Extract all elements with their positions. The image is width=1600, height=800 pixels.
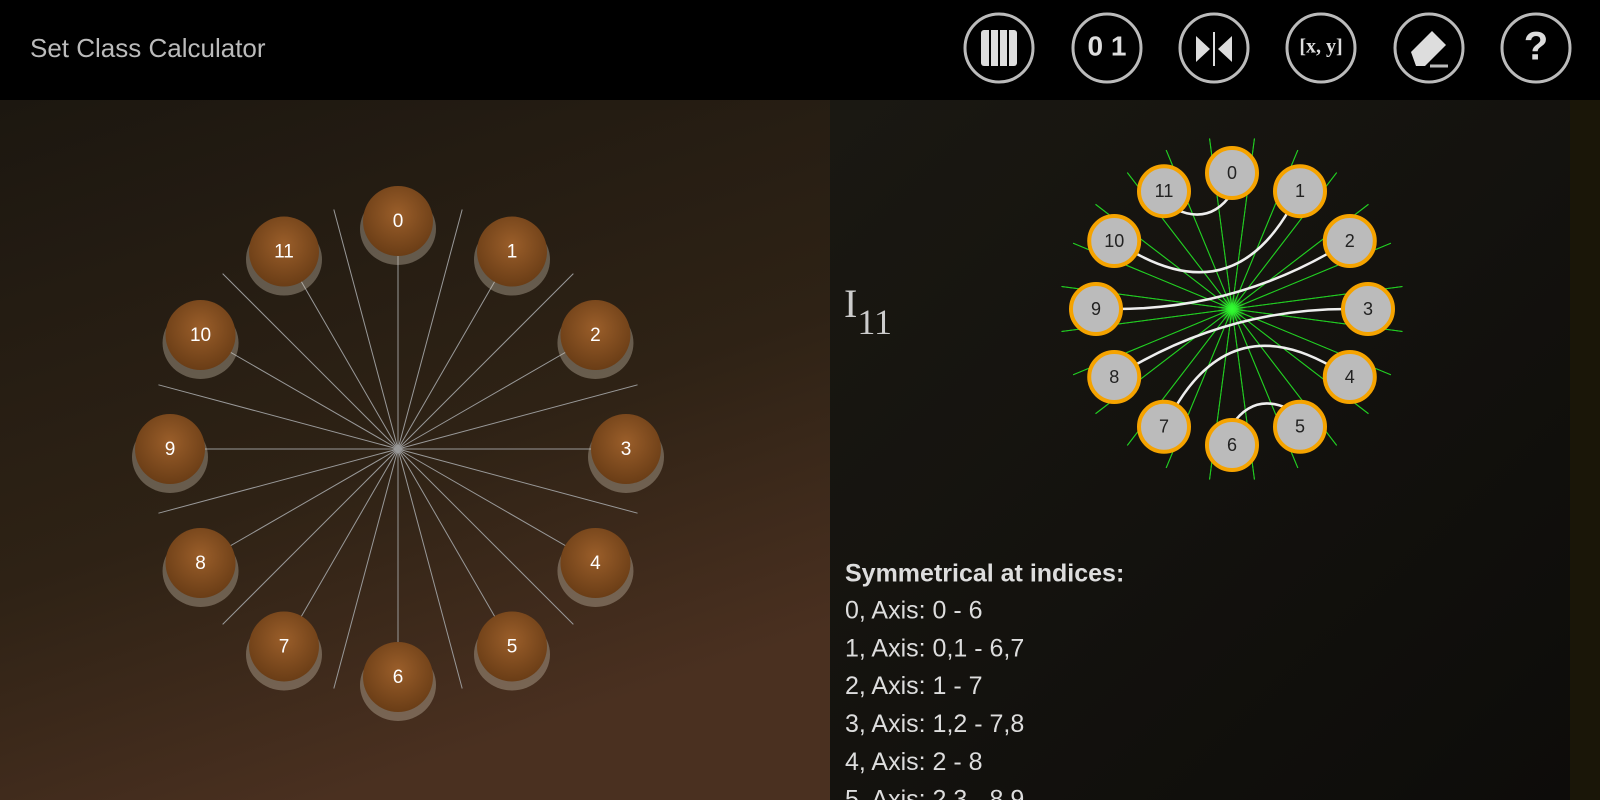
app-title: Set Class Calculator bbox=[30, 33, 266, 63]
symmetry-line: 4, Axis: 2 - 8 bbox=[845, 748, 983, 776]
spoke bbox=[397, 273, 574, 450]
pitch-node[interactable] bbox=[591, 414, 661, 484]
operation-index: 11 bbox=[857, 302, 892, 342]
node-label: 0 bbox=[393, 211, 404, 232]
node-label: 4 bbox=[590, 553, 601, 574]
mirror-button[interactable] bbox=[1178, 12, 1250, 84]
mirror-icon bbox=[1196, 32, 1232, 66]
pitch-node[interactable] bbox=[363, 642, 433, 712]
left-clock: 0 1 2 3 4 5 6 7 8 9 10 11 bbox=[132, 186, 664, 721]
symmetry-line: 0, Axis: 0 - 6 bbox=[845, 597, 983, 625]
connection bbox=[1130, 307, 1349, 369]
operation-name: I bbox=[844, 281, 857, 326]
spoke bbox=[222, 448, 399, 625]
node-label: 8 bbox=[1109, 367, 1119, 387]
connection bbox=[1172, 344, 1334, 411]
piano-button[interactable] bbox=[963, 12, 1035, 84]
pitch-node[interactable] bbox=[477, 611, 547, 682]
pitch-node[interactable] bbox=[1273, 164, 1327, 219]
spoke bbox=[397, 448, 463, 689]
symmetry-line: 1, Axis: 0,1 - 6,7 bbox=[845, 634, 1024, 662]
operation: I11 bbox=[844, 281, 892, 342]
toolbar-buttons bbox=[963, 12, 1572, 84]
connection bbox=[1130, 207, 1292, 274]
node-label: 10 bbox=[190, 325, 211, 346]
symmetry-line: 5, Axis: 2,3 - 8,9 bbox=[845, 786, 1024, 800]
node-label: 8 bbox=[195, 553, 206, 574]
spoke bbox=[222, 273, 399, 450]
node-label: 6 bbox=[393, 667, 404, 688]
eraser-button[interactable] bbox=[1393, 12, 1465, 84]
pitch-node[interactable] bbox=[165, 528, 236, 598]
eraser-icon bbox=[1411, 31, 1448, 68]
node-label: 11 bbox=[274, 242, 294, 263]
pitch-node[interactable] bbox=[1087, 214, 1142, 268]
pitch-node[interactable] bbox=[560, 528, 631, 598]
button-label: ? bbox=[1524, 25, 1548, 69]
right-clock: 0 1 2 3 4 5 6 7 8 9 10 11 bbox=[1061, 138, 1403, 480]
node-label: 0 bbox=[1227, 163, 1237, 183]
node-label: 5 bbox=[507, 636, 518, 657]
pitch-node[interactable] bbox=[477, 216, 547, 287]
pitch-node[interactable] bbox=[1205, 146, 1259, 200]
pitch-node[interactable] bbox=[1273, 399, 1327, 454]
symmetry-list: 0, Axis: 0 - 6 1, Axis: 0,1 - 6,7 2, Axis:… bbox=[845, 597, 1024, 800]
node-label: 1 bbox=[1295, 181, 1305, 201]
coordinates-button[interactable] bbox=[1285, 12, 1357, 84]
pitch-node[interactable] bbox=[1137, 164, 1191, 219]
node-label: 6 bbox=[1227, 435, 1237, 455]
node-label: 9 bbox=[1091, 299, 1101, 319]
piano-icon bbox=[981, 30, 1017, 66]
pitch-node[interactable] bbox=[249, 611, 319, 682]
pitch-node[interactable] bbox=[560, 300, 631, 370]
pitch-node[interactable] bbox=[1087, 350, 1142, 404]
node-label: 4 bbox=[1345, 367, 1355, 387]
symmetry-line: 3, Axis: 1,2 - 7,8 bbox=[845, 710, 1024, 738]
edge bbox=[1570, 100, 1600, 800]
pitch-node[interactable] bbox=[1205, 418, 1259, 472]
pitch-node[interactable] bbox=[165, 300, 236, 370]
node-label: 3 bbox=[1363, 299, 1373, 319]
pitch-node[interactable] bbox=[1341, 282, 1395, 336]
pitch-node[interactable] bbox=[1322, 350, 1377, 404]
spoke bbox=[158, 384, 399, 450]
pitch-node[interactable] bbox=[249, 216, 319, 287]
pitch-node[interactable] bbox=[1069, 282, 1123, 336]
symmetry-heading: Symmetrical at indices: bbox=[845, 560, 1124, 588]
node-label: 2 bbox=[1345, 231, 1355, 251]
node-label: 10 bbox=[1104, 231, 1124, 251]
node-label: 7 bbox=[279, 636, 290, 657]
pitch-node[interactable] bbox=[363, 186, 433, 256]
node-label: 11 bbox=[1155, 181, 1174, 201]
node-label: 2 bbox=[590, 325, 601, 346]
spoke bbox=[158, 448, 399, 514]
node-label: 1 bbox=[507, 242, 518, 263]
spoke bbox=[397, 209, 463, 450]
button-label: [x, y] bbox=[1299, 36, 1342, 58]
spoke bbox=[397, 448, 574, 625]
spoke bbox=[333, 448, 399, 689]
spoke bbox=[333, 209, 399, 450]
pitch-node[interactable] bbox=[1137, 399, 1191, 454]
spoke bbox=[397, 384, 638, 450]
button-label: 0 1 bbox=[1088, 30, 1127, 61]
center-glow bbox=[1218, 295, 1246, 323]
node-label: 5 bbox=[1295, 417, 1305, 437]
numbers-button[interactable] bbox=[1071, 12, 1143, 84]
connection bbox=[1115, 249, 1334, 311]
pitch-node[interactable] bbox=[135, 414, 205, 484]
pitch-node[interactable] bbox=[1322, 214, 1377, 268]
symmetry-line: 2, Axis: 1 - 7 bbox=[845, 672, 983, 700]
node-label: 7 bbox=[1159, 417, 1169, 437]
help-button[interactable] bbox=[1500, 12, 1572, 84]
right-panel bbox=[830, 100, 1570, 800]
node-label: 3 bbox=[621, 439, 632, 460]
spoke bbox=[397, 448, 638, 514]
node-label: 9 bbox=[165, 439, 176, 460]
